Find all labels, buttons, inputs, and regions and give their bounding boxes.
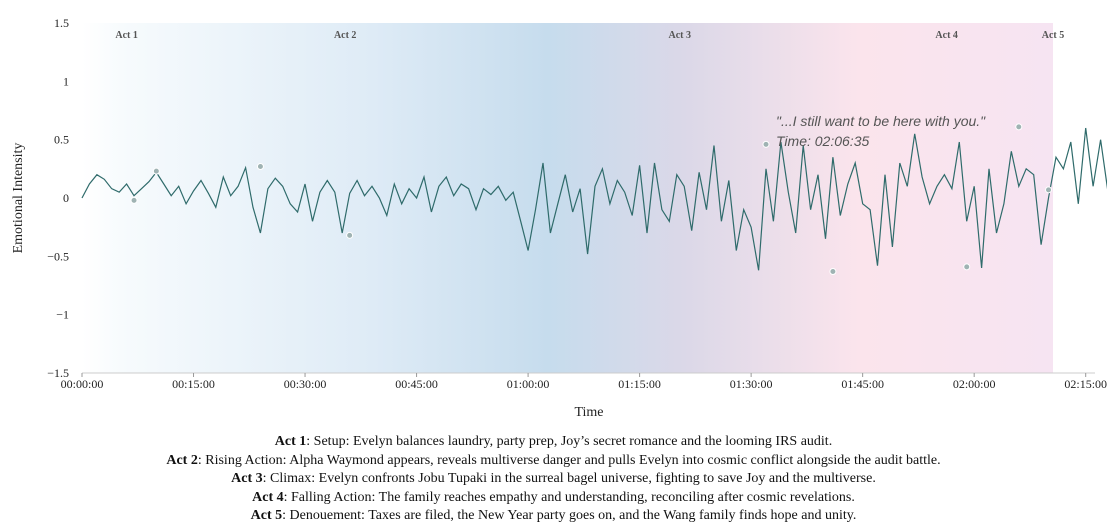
act-background-band [82,23,1053,373]
x-tick-label: 00:45:00 [395,377,438,391]
highlight-marker [1015,123,1023,131]
y-tick-label: 1.5 [54,16,69,30]
y-tick-label: −0.5 [47,249,69,263]
caption-act-2: Act 2: Rising Action: Alpha Waymond appe… [166,452,941,468]
act-label: Act 4 [935,30,958,41]
emotional-intensity-chart: 1.5 1 0.5 0 −0.5 −1 −1.5 00:00:00 00:15:00 00:30… [11,16,1107,420]
highlight-marker [346,231,354,239]
highlight-marker [1045,186,1053,194]
act-captions: Act 1: Setup: Evelyn balances laundry, p… [0,433,1107,526]
y-tick-label: 1 [63,74,69,88]
caption-act-3: Act 3: Climax: Evelyn confronts Jobu Tup… [231,471,876,486]
caption-act-1: Act 1: Setup: Evelyn balances laundry, p… [274,434,833,449]
highlight-marker [762,140,770,148]
act-label: Act 1 [115,30,138,41]
x-tick-label: 01:30:00 [730,377,773,391]
x-tick-label: 01:00:00 [507,377,550,391]
y-tick-label: 0.5 [54,133,69,147]
x-tick-label: 01:15:00 [618,377,661,391]
highlight-marker [256,163,264,170]
annotation-quote: "...I still want to be here with you." [776,113,986,129]
highlight-marker [963,263,971,271]
caption-act-5: Act 5: Denouement: Taxes are filed, the … [250,508,857,523]
x-tick-label: 00:15:00 [172,377,215,391]
y-tick-label: 0 [63,191,69,205]
annotation-time: Time: 02:06:35 [776,133,869,149]
act-label: Act 2 [334,30,357,41]
caption-act-4: Act 4: Falling Action: The family reache… [252,489,855,505]
highlight-marker [130,196,138,204]
y-tick-label: −1 [56,308,69,322]
series-line [81,127,1107,271]
x-tick-label: 02:00:00 [953,377,996,391]
x-tick-label: 00:30:00 [284,377,327,391]
x-tick-label: 02:15:00 [1064,377,1107,391]
highlight-marker [152,167,160,175]
y-axis-title: Emotional Intensity [11,143,26,254]
x-tick-label: 00:00:00 [61,377,104,391]
x-tick-label: 01:45:00 [841,377,884,391]
highlight-marker [829,268,837,275]
act-label: Act 5 [1042,30,1065,41]
x-axis-title: Time [574,405,603,420]
act-label: Act 3 [669,30,692,41]
y-tick-label: −1.5 [47,366,69,380]
